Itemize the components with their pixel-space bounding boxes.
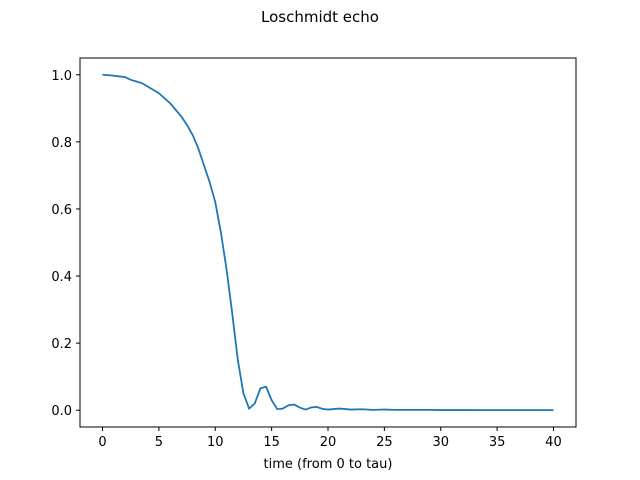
- x-tick-label: 40: [545, 435, 562, 450]
- y-tick-label: 1.0: [51, 69, 72, 84]
- x-tick-label: 10: [207, 435, 224, 450]
- x-tick-label: 20: [320, 435, 337, 450]
- y-axis: 0.0 0.2 0.4 0.6 0.8 1.0: [51, 69, 80, 419]
- y-tick-label: 0.6: [51, 203, 72, 218]
- y-tick-label: 0.4: [51, 270, 72, 285]
- x-axis: 0 5 10 15 20 25 30 35 40: [98, 427, 562, 450]
- y-tick-label: 0.2: [51, 337, 72, 352]
- x-tick-label: 0: [98, 435, 106, 450]
- x-tick-label: 25: [376, 435, 393, 450]
- plot-area: 0 5 10 15 20 25 30 35 40 0.0 0.2 0.4 0.6 0.8 1.0: [51, 57, 577, 450]
- series-line-echo: [102, 73, 554, 412]
- chart-title: Loschmidt echo: [261, 8, 379, 26]
- y-tick-label: 0.8: [51, 136, 72, 151]
- x-tick-label: 30: [432, 435, 449, 450]
- axes-frame: [79, 57, 577, 428]
- y-tick-label: 0.0: [51, 404, 72, 419]
- x-tick-label: 5: [155, 435, 163, 450]
- x-tick-label: 35: [489, 435, 506, 450]
- x-tick-label: 15: [263, 435, 280, 450]
- x-axis-label: time (from 0 to tau): [264, 457, 393, 472]
